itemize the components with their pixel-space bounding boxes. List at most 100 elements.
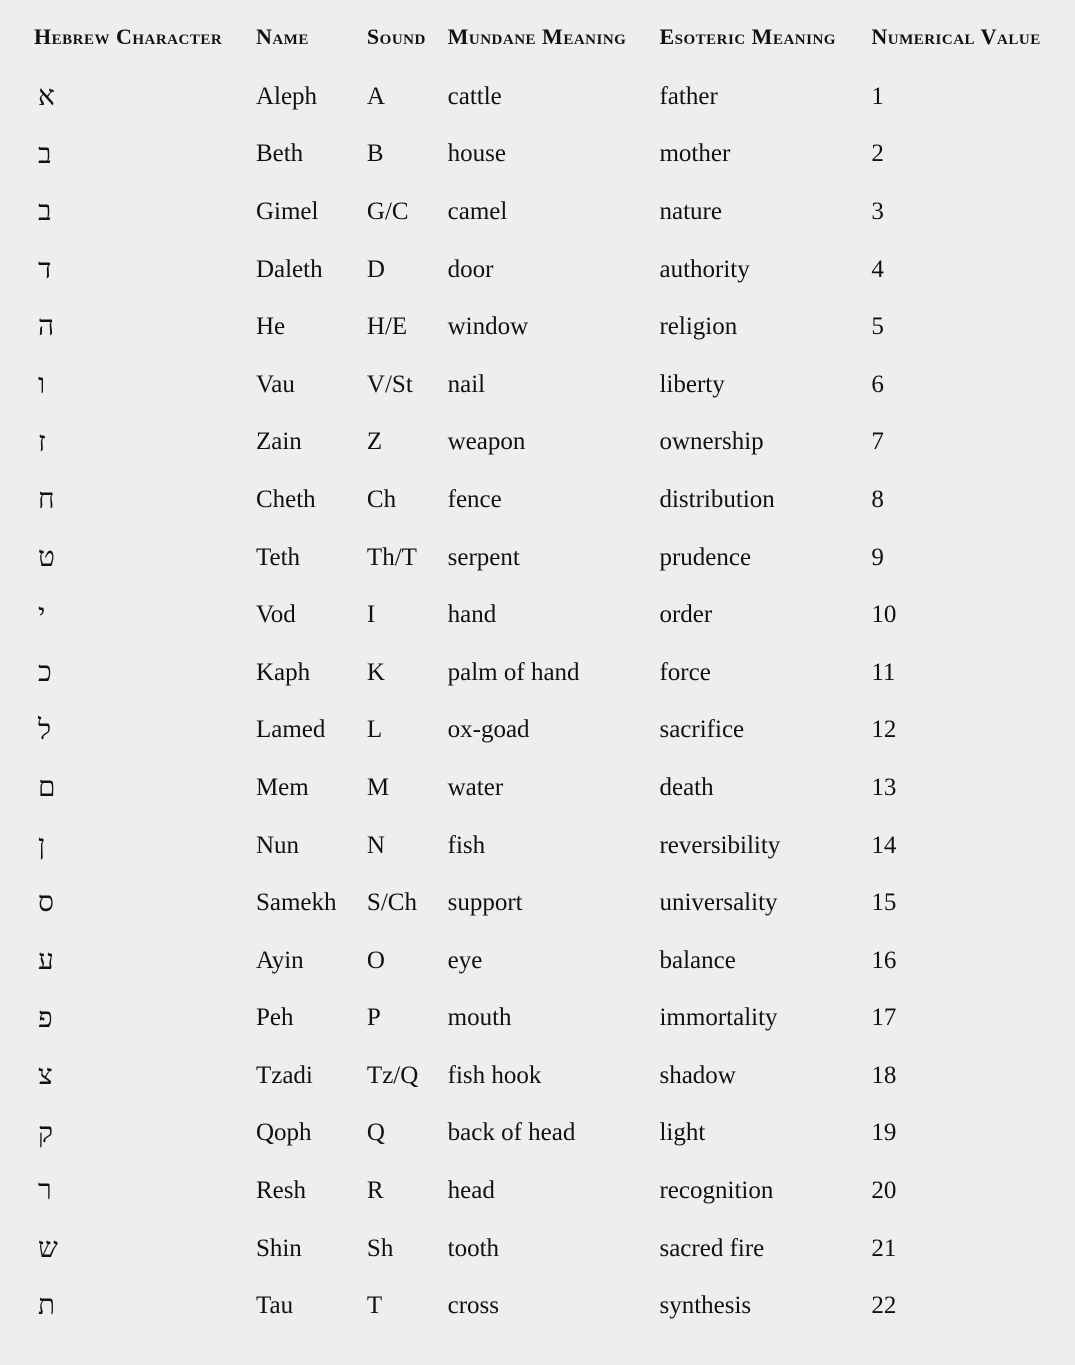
col-header-numerical: Numerical Value: [865, 20, 1047, 68]
table-body: אAlephAcattlefather1בBethBhousemother2בG…: [28, 68, 1047, 1335]
esoteric-meaning-cell: prudence: [653, 529, 865, 587]
hebrew-character-cell: ת: [28, 1277, 250, 1335]
mundane-meaning-cell: back of head: [442, 1105, 654, 1163]
sound-cell: Tz/Q: [361, 1047, 442, 1105]
hebrew-character-cell: ר: [28, 1162, 250, 1220]
table-row: דDalethDdoorauthority4: [28, 241, 1047, 299]
numerical-value-cell: 21: [865, 1220, 1047, 1278]
sound-cell: L: [361, 702, 442, 760]
mundane-meaning-cell: cattle: [442, 68, 654, 126]
hebrew-character-cell: ס: [28, 874, 250, 932]
esoteric-meaning-cell: religion: [653, 298, 865, 356]
hebrew-character-cell: ט: [28, 529, 250, 587]
numerical-value-cell: 19: [865, 1105, 1047, 1163]
col-header-esoteric: Esoteric Meaning: [653, 20, 865, 68]
sound-cell: Z: [361, 414, 442, 472]
sound-cell: K: [361, 644, 442, 702]
col-header-mundane: Mundane Meaning: [442, 20, 654, 68]
name-cell: Kaph: [250, 644, 361, 702]
table-row: צTzadiTz/Qfish hookshadow18: [28, 1047, 1047, 1105]
name-cell: Tzadi: [250, 1047, 361, 1105]
mundane-meaning-cell: eye: [442, 932, 654, 990]
table-header-row: Hebrew Character Name Sound Mundane Mean…: [28, 20, 1047, 68]
mundane-meaning-cell: door: [442, 241, 654, 299]
name-cell: Nun: [250, 817, 361, 875]
table-row: ןNunNfishreversibility14: [28, 817, 1047, 875]
table-row: סSamekhS/Chsupportuniversality15: [28, 874, 1047, 932]
name-cell: Resh: [250, 1162, 361, 1220]
table-row: לLamedLox-goadsacrifice12: [28, 702, 1047, 760]
esoteric-meaning-cell: force: [653, 644, 865, 702]
name-cell: Aleph: [250, 68, 361, 126]
table-row: וVauV/Stnailliberty6: [28, 356, 1047, 414]
esoteric-meaning-cell: authority: [653, 241, 865, 299]
numerical-value-cell: 13: [865, 759, 1047, 817]
sound-cell: M: [361, 759, 442, 817]
name-cell: Qoph: [250, 1105, 361, 1163]
hebrew-character-cell: ה: [28, 298, 250, 356]
esoteric-meaning-cell: ownership: [653, 414, 865, 472]
numerical-value-cell: 4: [865, 241, 1047, 299]
table-row: בBethBhousemother2: [28, 126, 1047, 184]
sound-cell: R: [361, 1162, 442, 1220]
esoteric-meaning-cell: nature: [653, 183, 865, 241]
mundane-meaning-cell: camel: [442, 183, 654, 241]
sound-cell: A: [361, 68, 442, 126]
numerical-value-cell: 20: [865, 1162, 1047, 1220]
hebrew-character-cell: י: [28, 586, 250, 644]
mundane-meaning-cell: ox-goad: [442, 702, 654, 760]
hebrew-character-cell: ש: [28, 1220, 250, 1278]
numerical-value-cell: 2: [865, 126, 1047, 184]
mundane-meaning-cell: head: [442, 1162, 654, 1220]
sound-cell: D: [361, 241, 442, 299]
mundane-meaning-cell: weapon: [442, 414, 654, 472]
sound-cell: O: [361, 932, 442, 990]
numerical-value-cell: 5: [865, 298, 1047, 356]
name-cell: Ayin: [250, 932, 361, 990]
table-row: יVodIhandorder10: [28, 586, 1047, 644]
esoteric-meaning-cell: universality: [653, 874, 865, 932]
table-row: תTauTcrosssynthesis22: [28, 1277, 1047, 1335]
esoteric-meaning-cell: death: [653, 759, 865, 817]
sound-cell: I: [361, 586, 442, 644]
numerical-value-cell: 15: [865, 874, 1047, 932]
numerical-value-cell: 11: [865, 644, 1047, 702]
name-cell: Vau: [250, 356, 361, 414]
name-cell: Shin: [250, 1220, 361, 1278]
hebrew-character-cell: ם: [28, 759, 250, 817]
name-cell: Peh: [250, 990, 361, 1048]
table-row: קQophQback of headlight19: [28, 1105, 1047, 1163]
table-row: פPehPmouthimmortality17: [28, 990, 1047, 1048]
page: Hebrew Character Name Sound Mundane Mean…: [0, 0, 1075, 1365]
hebrew-character-cell: ח: [28, 471, 250, 529]
name-cell: Vod: [250, 586, 361, 644]
hebrew-character-cell: צ: [28, 1047, 250, 1105]
sound-cell: S/Ch: [361, 874, 442, 932]
table-row: שShinShtoothsacred fire21: [28, 1220, 1047, 1278]
numerical-value-cell: 10: [865, 586, 1047, 644]
name-cell: Mem: [250, 759, 361, 817]
table-row: הHeH/Ewindowreligion5: [28, 298, 1047, 356]
esoteric-meaning-cell: balance: [653, 932, 865, 990]
numerical-value-cell: 9: [865, 529, 1047, 587]
name-cell: Tau: [250, 1277, 361, 1335]
sound-cell: Th/T: [361, 529, 442, 587]
hebrew-character-cell: ל: [28, 702, 250, 760]
esoteric-meaning-cell: distribution: [653, 471, 865, 529]
esoteric-meaning-cell: reversibility: [653, 817, 865, 875]
col-header-character: Hebrew Character: [28, 20, 250, 68]
name-cell: Beth: [250, 126, 361, 184]
table-row: כKaphKpalm of handforce11: [28, 644, 1047, 702]
hebrew-character-cell: כ: [28, 644, 250, 702]
esoteric-meaning-cell: light: [653, 1105, 865, 1163]
numerical-value-cell: 14: [865, 817, 1047, 875]
numerical-value-cell: 12: [865, 702, 1047, 760]
col-header-sound: Sound: [361, 20, 442, 68]
sound-cell: T: [361, 1277, 442, 1335]
hebrew-character-cell: א: [28, 68, 250, 126]
name-cell: Zain: [250, 414, 361, 472]
name-cell: Teth: [250, 529, 361, 587]
mundane-meaning-cell: cross: [442, 1277, 654, 1335]
hebrew-character-cell: ע: [28, 932, 250, 990]
name-cell: Gimel: [250, 183, 361, 241]
